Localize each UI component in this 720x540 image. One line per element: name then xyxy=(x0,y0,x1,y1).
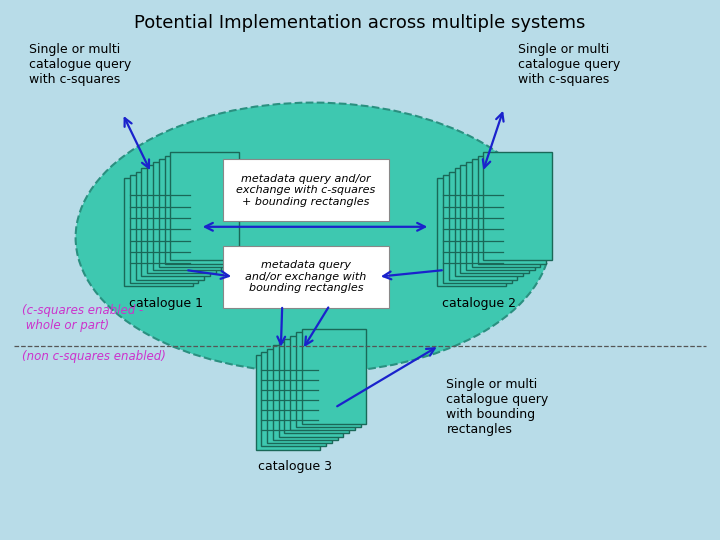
Bar xyxy=(171,152,239,260)
Text: metadata query
and/or exchange with
bounding rectangles: metadata query and/or exchange with boun… xyxy=(246,260,366,293)
Text: (c-squares enabled -
 whole or part): (c-squares enabled - whole or part) xyxy=(22,304,143,332)
Bar xyxy=(290,335,355,430)
Ellipse shape xyxy=(76,103,551,373)
Bar xyxy=(256,355,320,449)
Text: Single or multi
catalogue query
with bounding
rectangles: Single or multi catalogue query with bou… xyxy=(446,378,549,436)
Text: catalogue 2: catalogue 2 xyxy=(442,297,516,310)
Bar xyxy=(449,172,517,280)
Text: metadata query and/or
exchange with c-squares
+ bounding rectangles: metadata query and/or exchange with c-sq… xyxy=(236,174,376,207)
Bar xyxy=(164,156,233,264)
Bar xyxy=(273,346,338,440)
Bar xyxy=(284,339,349,433)
Text: Single or multi
catalogue query
with c-squares: Single or multi catalogue query with c-s… xyxy=(29,43,131,86)
Bar xyxy=(279,342,343,436)
Bar xyxy=(153,162,222,270)
Text: catalogue 1: catalogue 1 xyxy=(129,297,202,310)
Bar xyxy=(296,332,361,427)
Bar xyxy=(158,159,228,267)
Bar xyxy=(455,168,523,276)
Bar xyxy=(130,175,198,283)
Bar xyxy=(267,349,332,443)
Bar xyxy=(484,152,552,260)
Text: Potential Implementation across multiple systems: Potential Implementation across multiple… xyxy=(135,14,585,31)
Bar xyxy=(141,168,210,276)
Text: (non c-squares enabled): (non c-squares enabled) xyxy=(22,350,166,363)
Bar xyxy=(444,175,511,283)
FancyBboxPatch shape xyxy=(223,246,389,308)
Bar xyxy=(135,172,204,280)
Text: Single or multi
catalogue query
with c-squares: Single or multi catalogue query with c-s… xyxy=(518,43,621,86)
Bar xyxy=(472,159,540,267)
Bar xyxy=(261,352,326,446)
Bar xyxy=(438,178,505,286)
FancyBboxPatch shape xyxy=(223,159,389,221)
Text: catalogue 3: catalogue 3 xyxy=(258,460,332,474)
Bar xyxy=(302,329,366,423)
Bar xyxy=(147,165,216,273)
Bar xyxy=(467,162,534,270)
Bar xyxy=(124,178,192,286)
Bar xyxy=(478,156,546,264)
Bar xyxy=(461,165,528,273)
